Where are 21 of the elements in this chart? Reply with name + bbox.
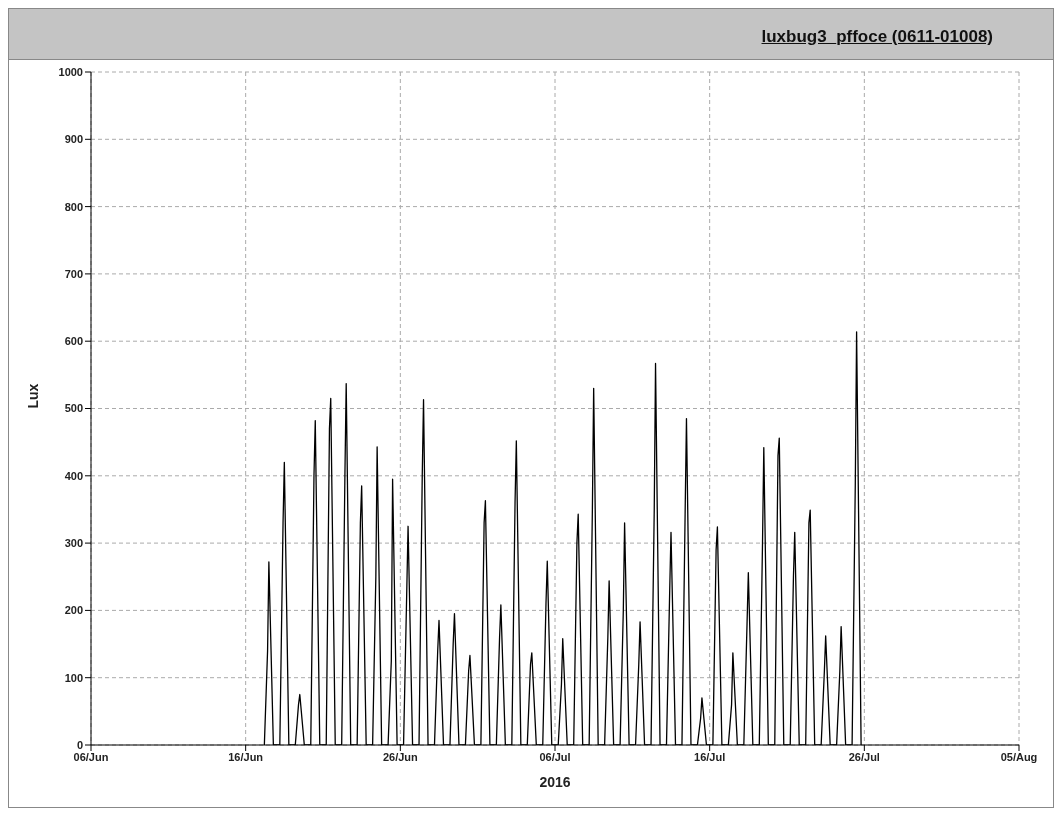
- y-tick-label: 600: [64, 335, 83, 348]
- x-tick-label: 05/Aug: [1000, 750, 1038, 763]
- x-tick-label: 16/Jul: [694, 750, 726, 763]
- y-tick-label: 0: [76, 738, 83, 751]
- y-tick-label: 300: [64, 537, 83, 550]
- x-axis-title: 2016: [539, 774, 571, 790]
- y-tick-label: 900: [64, 133, 83, 146]
- x-tick-label: 26/Jul: [848, 750, 880, 763]
- x-tick-label: 16/Jun: [228, 750, 264, 763]
- y-tick-label: 500: [64, 402, 83, 415]
- y-tick-label: 1000: [58, 65, 83, 78]
- y-tick-label: 400: [64, 469, 83, 482]
- y-tick-label: 200: [64, 604, 83, 617]
- y-axis-title: Lux: [24, 383, 41, 409]
- y-tick-label: 700: [64, 267, 83, 280]
- y-tick-label: 100: [64, 671, 83, 684]
- chart-title: luxbug3_pffoce (0611-01008): [761, 27, 993, 47]
- x-tick-label: 06/Jul: [539, 750, 571, 763]
- x-tick-label: 06/Jun: [73, 750, 109, 763]
- y-tick-label: 800: [64, 200, 83, 213]
- x-tick-label: 26/Jun: [382, 750, 419, 763]
